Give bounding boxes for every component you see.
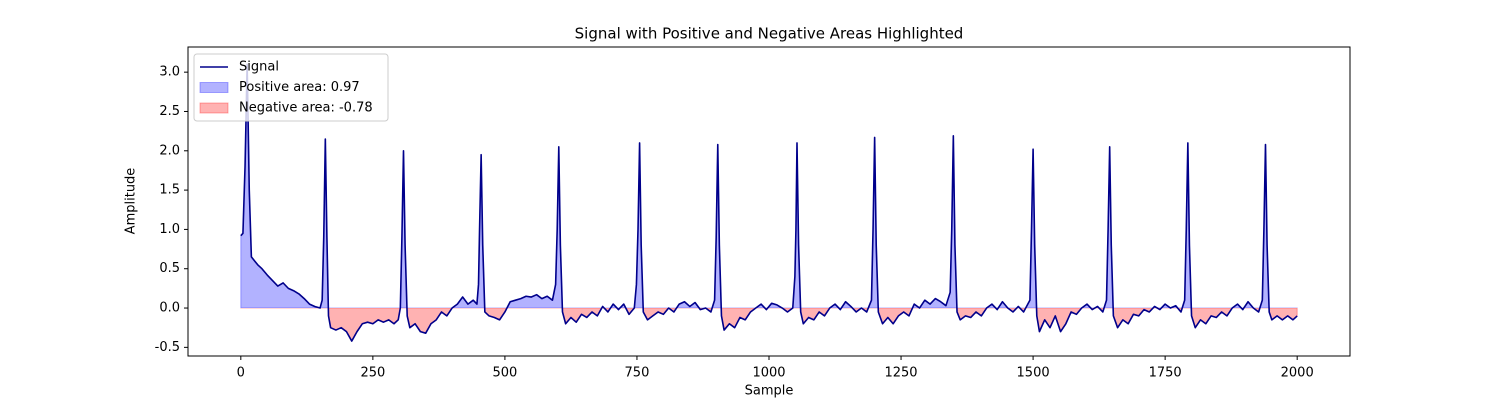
- x-tick-label: 250: [360, 366, 385, 381]
- plot-frame: [187, 46, 1351, 357]
- x-tick-label: 0: [237, 366, 245, 381]
- y-tick-label: -0.5: [155, 340, 180, 355]
- positive-area: [240, 64, 1298, 309]
- y-tick-label: 0.5: [159, 261, 180, 276]
- y-tick-label: 3.0: [159, 65, 180, 80]
- negative-area: [240, 308, 1298, 343]
- x-tick-label: 2000: [1281, 366, 1314, 381]
- x-tick-label: 750: [625, 366, 650, 381]
- y-axis-label: Amplitude: [124, 168, 139, 235]
- legend-label: Positive area: 0.97: [239, 80, 360, 95]
- legend-patch: [199, 82, 229, 93]
- chart-title: Signal with Positive and Negative Areas …: [575, 25, 964, 43]
- y-tick-label: 2.0: [159, 143, 180, 158]
- x-tick-label: 1250: [884, 366, 917, 381]
- x-tick-label: 1750: [1149, 366, 1182, 381]
- legend-box: [193, 53, 389, 122]
- y-tick-label: 1.5: [159, 183, 180, 198]
- y-tick-label: 0.0: [159, 301, 180, 316]
- y-tick-label: 2.5: [159, 104, 180, 119]
- x-axis-label: Sample: [745, 384, 794, 399]
- y-tick-label: 1.0: [159, 222, 180, 237]
- legend-label: Negative area: -0.78: [239, 101, 373, 116]
- legend-patch: [199, 102, 229, 114]
- x-tick-label: 1000: [752, 366, 785, 381]
- signal-line: [240, 63, 1298, 342]
- x-tick-label: 1500: [1017, 366, 1050, 381]
- x-tick-label: 500: [492, 366, 517, 381]
- legend-label: Signal: [239, 60, 279, 75]
